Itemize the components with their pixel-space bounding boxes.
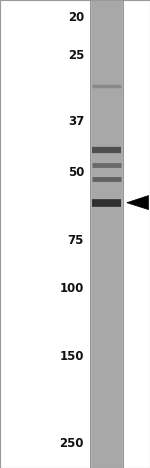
Polygon shape (127, 196, 148, 210)
Text: 150: 150 (60, 351, 84, 364)
Bar (92, 0, 122, 468)
Text: 25: 25 (68, 49, 84, 62)
Text: 20: 20 (68, 11, 84, 24)
Text: 100: 100 (60, 282, 84, 295)
Bar (90, 0, 123, 468)
Text: 75: 75 (68, 234, 84, 247)
Text: 250: 250 (60, 437, 84, 449)
Text: 50: 50 (68, 166, 84, 178)
Text: 37: 37 (68, 115, 84, 128)
